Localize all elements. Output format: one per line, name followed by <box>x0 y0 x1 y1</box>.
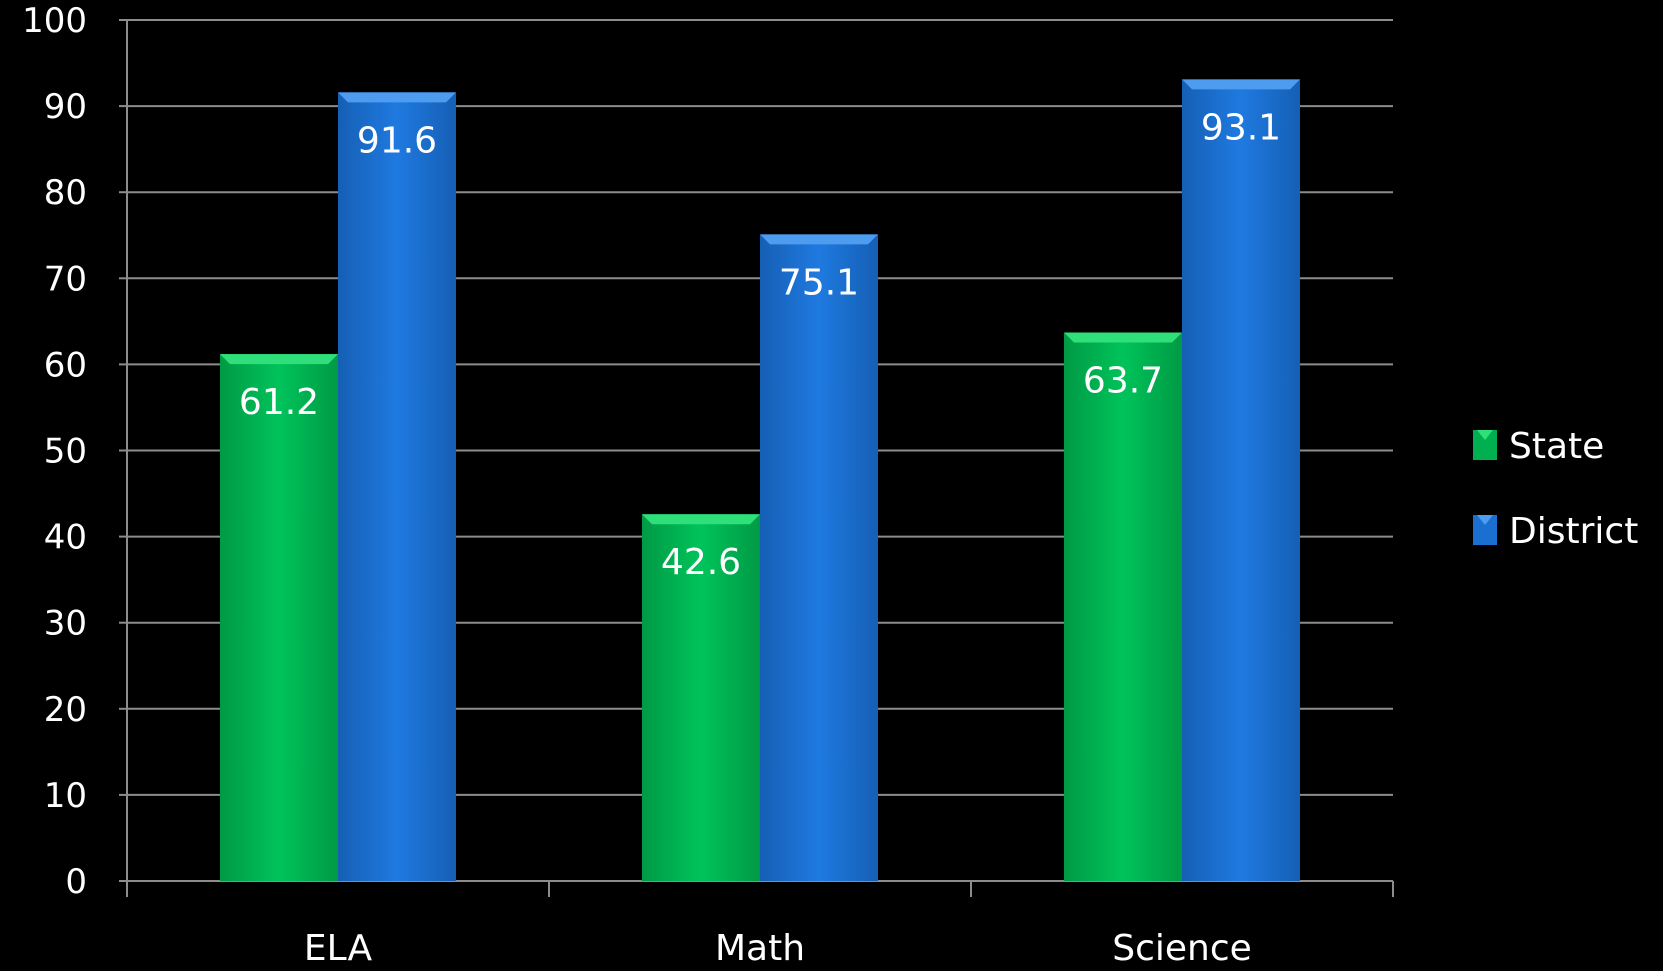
bar-district-math <box>760 234 878 881</box>
data-label: 42.6 <box>661 542 741 583</box>
legend-swatch-highlight <box>1477 430 1493 440</box>
bar-top-bevel <box>642 514 760 525</box>
legend-label-district: District <box>1509 511 1638 552</box>
y-tick-label: 70 <box>44 259 87 299</box>
bar-state-math <box>642 514 760 881</box>
bar-top-bevel <box>760 234 878 245</box>
y-tick-label: 60 <box>44 345 87 385</box>
y-tick-label: 10 <box>44 776 87 816</box>
data-label: 91.6 <box>357 120 437 161</box>
data-label: 93.1 <box>1201 107 1281 148</box>
data-label: 75.1 <box>779 262 859 303</box>
bar-state-ela <box>220 354 338 881</box>
y-tick-label: 0 <box>65 862 87 902</box>
y-tick-label: 80 <box>44 173 87 213</box>
bars <box>220 79 1300 882</box>
bar-top-bevel <box>1182 79 1300 90</box>
y-tick-label: 50 <box>44 432 87 472</box>
x-category-label: Math <box>715 928 805 967</box>
bar-district-ela <box>338 92 456 882</box>
data-labels: 61.2 42.6 63.7 91.6 75.1 93.1 <box>239 107 1281 583</box>
axes: 0 10 20 30 40 50 60 70 80 90 100 ELA Math Science <box>22 1 1394 969</box>
x-category-label: ELA <box>304 928 373 967</box>
legend-swatch-highlight <box>1477 515 1493 525</box>
data-label: 61.2 <box>239 382 319 423</box>
legend: State District <box>1473 426 1638 552</box>
bar-state-science <box>1064 332 1182 882</box>
y-tick-label: 90 <box>44 87 87 127</box>
y-tick-label: 40 <box>44 518 87 558</box>
bar-district-science <box>1182 79 1300 881</box>
bar-top-bevel <box>1064 332 1182 343</box>
y-tick-label: 100 <box>22 1 87 41</box>
x-category-label: Science <box>1112 928 1252 967</box>
bar-top-bevel <box>220 354 338 365</box>
legend-label-state: State <box>1509 426 1604 467</box>
y-tick-label: 20 <box>44 690 87 730</box>
y-tick-label: 30 <box>44 604 87 644</box>
data-label: 63.7 <box>1083 361 1163 402</box>
bar-top-bevel <box>338 92 456 103</box>
